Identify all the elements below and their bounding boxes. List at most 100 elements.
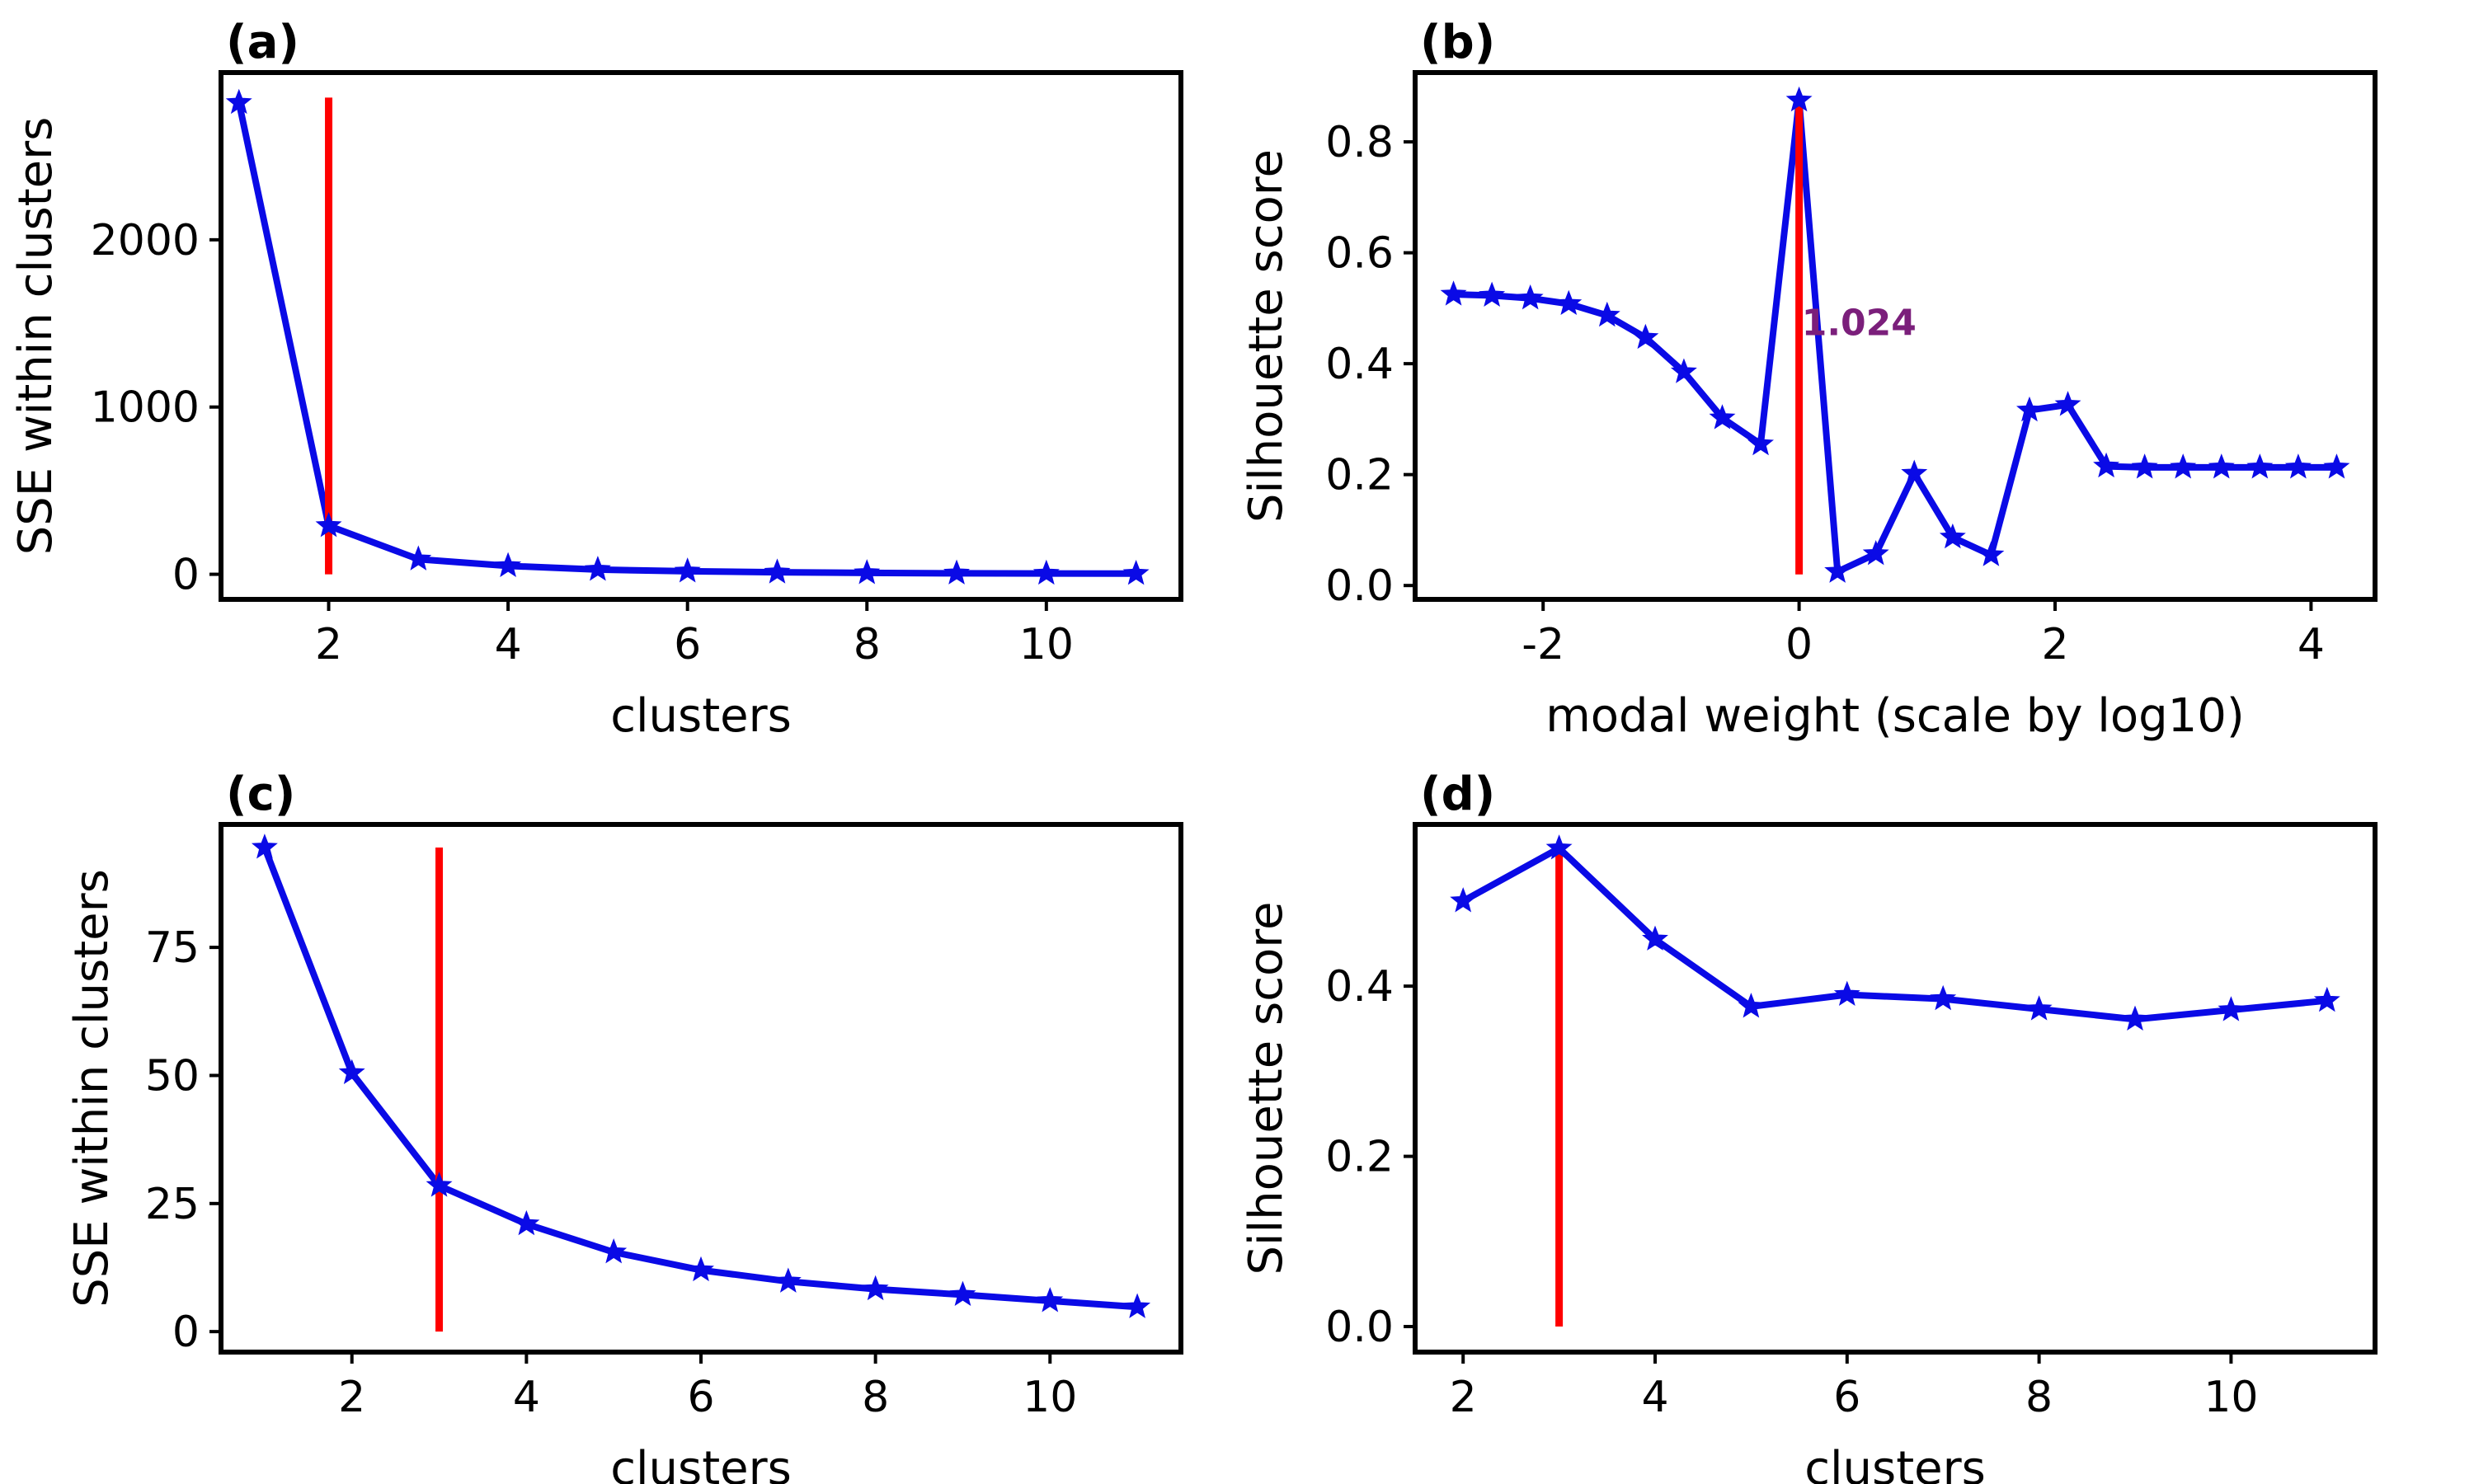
data-point (1930, 984, 1957, 1011)
y-axis-label: SSE within clusters (9, 117, 63, 556)
series-line (235, 101, 1136, 577)
data-point (2313, 986, 2340, 1012)
data-point (862, 1275, 889, 1301)
panel-b: -2 0 2 4 0.0 0.2 0.4 0.6 0.8 modal weight (scale … (1239, 16, 2378, 743)
data-point (854, 559, 881, 585)
data-point (1709, 404, 1736, 430)
data-point (1122, 559, 1150, 585)
y-axis-label: SSE within clusters (65, 869, 119, 1308)
y-tick-label: 0.6 (1325, 229, 1394, 279)
data-point (2016, 396, 2043, 422)
panel-label: (d) (1420, 768, 1495, 821)
data-point (584, 556, 611, 581)
data-point (225, 88, 252, 115)
x-tick-label: 8 (862, 1373, 889, 1422)
panel-c: 2 4 6 8 10 0 25 50 75 clusters SSE within clusters… (65, 768, 1183, 1484)
data-point (688, 1256, 714, 1282)
data-point (1747, 430, 1774, 456)
data-point (495, 552, 522, 577)
y-tick-label: 0.0 (1325, 561, 1394, 611)
data-point (1824, 557, 1851, 583)
y-tick-label: 0.4 (1325, 962, 1394, 1012)
x-tick-label: 4 (513, 1373, 540, 1422)
x-axis-label: clusters (610, 689, 792, 743)
data-point (1901, 459, 1928, 485)
data-point (1450, 887, 1477, 913)
data-point (2208, 453, 2235, 479)
y-tick-label: 0.2 (1325, 451, 1394, 500)
plot-frame (1413, 70, 2378, 602)
data-point (1479, 281, 1506, 307)
x-tick-label: 4 (495, 620, 522, 669)
data-point (1545, 834, 1573, 860)
x-axis-label: clusters (1804, 1442, 1986, 1484)
data-point (2122, 1005, 2148, 1031)
x-tick-label: 10 (1019, 620, 1074, 669)
y-axis-label: Silhouette score (1239, 149, 1293, 523)
y-tick-label: 0 (172, 1308, 200, 1357)
data-point (1862, 540, 1889, 566)
data-point (1670, 358, 1697, 383)
data-point (1555, 289, 1583, 316)
data-point (315, 511, 342, 538)
x-tick-label: 8 (2025, 1373, 2053, 1422)
x-tick-label: 4 (2298, 620, 2325, 669)
data-point (1440, 280, 1467, 306)
data-point (674, 557, 701, 583)
data-point (2054, 391, 2081, 416)
data-point (2246, 453, 2274, 479)
y-tick-label: 0.0 (1325, 1303, 1394, 1352)
plot-frame (219, 70, 1183, 602)
x-axis-label: clusters (610, 1442, 792, 1484)
data-point (600, 1238, 628, 1264)
data-point (426, 1172, 453, 1197)
data-point (2284, 453, 2312, 479)
x-tick-label: 10 (2204, 1373, 2258, 1422)
x-tick-label: 2 (1450, 1373, 1477, 1422)
annotation-label: 1.024 (1802, 303, 1917, 345)
data-point (949, 1280, 976, 1306)
data-point (943, 559, 970, 585)
data-point (2025, 995, 2053, 1021)
y-tick-label: 75 (145, 923, 200, 973)
x-tick-label: 8 (854, 620, 881, 669)
data-point (338, 1059, 365, 1084)
x-tick-label: 6 (674, 620, 701, 669)
x-axis-label: modal weight (scale by log10) (1545, 689, 2245, 743)
data-point (1833, 980, 1860, 1007)
data-point (2170, 453, 2197, 479)
data-point (2323, 453, 2350, 479)
panel-label: (b) (1420, 16, 1495, 69)
data-point (513, 1209, 540, 1236)
x-tick-label: 6 (687, 1373, 714, 1422)
data-point (774, 1267, 802, 1293)
y-tick-label: 2000 (91, 216, 200, 265)
data-point (1939, 523, 1966, 549)
x-tick-label: 4 (1641, 1373, 1668, 1422)
panel-label: (c) (226, 768, 295, 821)
data-point (1632, 323, 1659, 350)
x-tick-label: 2 (338, 1373, 365, 1422)
data-point (2218, 996, 2245, 1021)
data-point (251, 834, 278, 859)
x-tick-label: 6 (1833, 1373, 1860, 1422)
x-tick-label: 10 (1023, 1373, 1077, 1422)
panel-a: 2 4 6 8 10 0 1000 2000 clusters SSE within cluste… (9, 16, 1183, 743)
data-point (1642, 925, 1668, 951)
x-tick-label: 2 (315, 620, 342, 669)
data-point (1738, 993, 1765, 1018)
plot-frame (1413, 822, 2378, 1355)
y-tick-label: 0.4 (1325, 340, 1394, 389)
data-point (1593, 301, 1620, 327)
data-point (1517, 284, 1544, 310)
data-point (2131, 453, 2158, 479)
data-point (1037, 1287, 1064, 1313)
data-point (1978, 541, 2005, 566)
series-line (261, 846, 1138, 1311)
data-point (1032, 559, 1060, 585)
x-tick-label: 0 (1785, 620, 1813, 669)
panel-d: 2 4 6 8 10 0.0 0.2 0.4 clusters Silhouette score (… (1239, 768, 2378, 1484)
y-tick-label: 50 (145, 1051, 200, 1101)
data-point (1124, 1293, 1151, 1318)
